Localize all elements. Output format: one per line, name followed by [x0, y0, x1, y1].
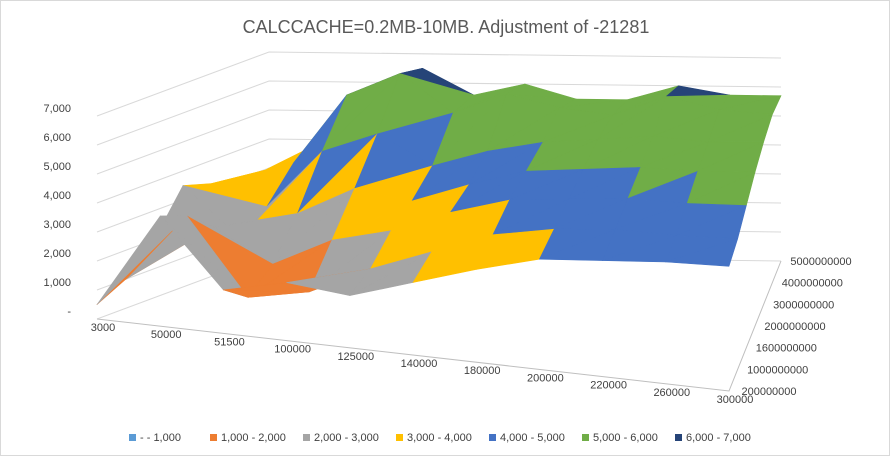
- legend-label: 1,000 - 2,000: [221, 432, 286, 444]
- x-tick-label: 140000: [401, 358, 438, 370]
- y-tick-label: 4000000000: [782, 278, 843, 290]
- legend-item: 4,000 - 5,000: [489, 432, 565, 444]
- legend-swatch: [675, 434, 682, 441]
- legend-item: - - 1,000: [129, 432, 181, 444]
- legend-swatch: [129, 434, 136, 441]
- surface: [96, 68, 782, 305]
- x-tick-label: 220000: [590, 380, 627, 392]
- x-tick-label: 200000: [527, 372, 564, 384]
- z-tick-label: 5,000: [43, 161, 71, 173]
- x-tick-label: 50000: [151, 329, 182, 341]
- legend-swatch: [582, 434, 589, 441]
- x-tick-label: 300000: [717, 394, 754, 406]
- legend-item: 5,000 - 6,000: [582, 432, 658, 444]
- z-tick-label: 4,000: [43, 190, 71, 202]
- x-tick-label: 125000: [337, 351, 374, 363]
- y-tick-label: 1000000000: [747, 364, 808, 376]
- z-tick-label: 6,000: [43, 132, 71, 144]
- z-tick-label: 3,000: [43, 219, 71, 231]
- legend-swatch: [396, 434, 403, 441]
- y-tick-label: 200000000: [741, 386, 796, 398]
- z-tick-label: -: [67, 306, 71, 318]
- x-tick-label: 3000: [91, 322, 115, 334]
- x-tick-label: 100000: [274, 344, 311, 356]
- y-axis-ticks: 200000000 1000000000 1600000000 2000000000 3…: [741, 256, 851, 398]
- legend-label: 5,000 - 6,000: [593, 432, 658, 444]
- x-tick-label: 260000: [653, 387, 690, 399]
- legend-label: 6,000 - 7,000: [686, 432, 751, 444]
- z-tick-label: 1,000: [43, 277, 71, 289]
- legend-item: 2,000 - 3,000: [303, 432, 379, 444]
- x-axis-ticks: 3000 50000 51500 100000 125000 140000 180000 20…: [91, 322, 754, 406]
- y-tick-label: 3000000000: [773, 299, 834, 311]
- y-tick-label: 2000000000: [764, 321, 825, 333]
- y-tick-label: 5000000000: [790, 256, 851, 268]
- legend: - - 1,000 1,000 - 2,000 2,000 - 3,000 3,000…: [129, 432, 751, 444]
- z-tick-label: 2,000: [43, 248, 71, 260]
- legend-swatch: [210, 434, 217, 441]
- z-tick-label: 7,000: [43, 103, 71, 115]
- legend-swatch: [303, 434, 310, 441]
- chart-title: CALCCACHE=0.2MB-10MB. Adjustment of -212…: [243, 17, 650, 37]
- y-tick-label: 1600000000: [756, 343, 817, 355]
- legend-item: 1,000 - 2,000: [210, 432, 286, 444]
- surface-facet: [665, 238, 738, 267]
- gridline: [96, 80, 782, 146]
- legend-label: 2,000 - 3,000: [314, 432, 379, 444]
- legend-label: 4,000 - 5,000: [500, 432, 565, 444]
- legend-label: - - 1,000: [140, 432, 181, 444]
- gridline: [96, 51, 782, 117]
- floor-axis: [96, 260, 782, 392]
- legend-item: 3,000 - 4,000: [396, 432, 472, 444]
- legend-label: 3,000 - 4,000: [407, 432, 472, 444]
- legend-swatch: [489, 434, 496, 441]
- legend-item: 6,000 - 7,000: [675, 432, 751, 444]
- x-tick-label: 180000: [464, 365, 501, 377]
- z-axis-ticks: - 1,000 2,000 3,000 4,000 5,000 6,000 7,000: [43, 103, 71, 318]
- x-tick-label: 51500: [214, 336, 245, 348]
